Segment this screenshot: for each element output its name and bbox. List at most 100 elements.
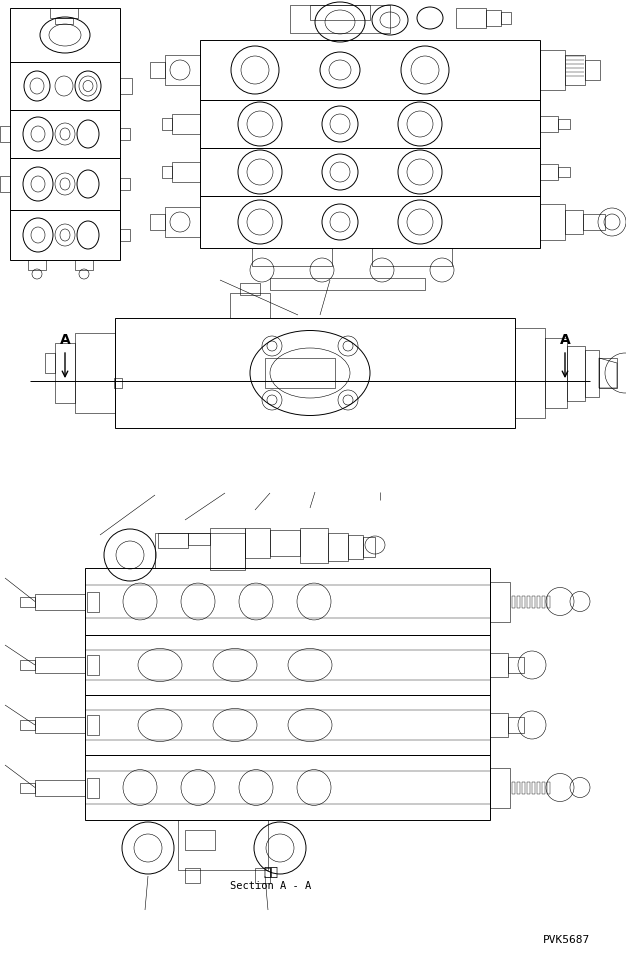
Bar xyxy=(45,353,55,373)
Bar xyxy=(75,260,93,270)
Bar xyxy=(508,717,524,733)
Bar xyxy=(501,12,511,24)
Bar xyxy=(85,755,490,820)
Bar xyxy=(10,210,120,260)
Bar xyxy=(490,653,508,677)
Bar xyxy=(200,40,540,100)
Bar xyxy=(558,167,570,177)
Bar xyxy=(517,595,520,608)
Bar xyxy=(512,595,515,608)
Bar xyxy=(200,100,540,148)
Bar xyxy=(115,318,515,428)
Bar xyxy=(265,358,335,388)
Bar xyxy=(210,528,245,570)
Bar xyxy=(527,782,530,793)
Bar xyxy=(87,777,99,797)
Bar xyxy=(150,214,165,230)
Bar xyxy=(185,868,200,883)
Bar xyxy=(585,60,600,80)
Bar xyxy=(185,830,215,850)
Bar xyxy=(35,780,85,795)
Bar xyxy=(158,533,188,548)
Bar xyxy=(545,338,567,408)
Bar xyxy=(565,210,583,234)
Bar xyxy=(517,782,520,793)
Bar xyxy=(348,535,363,559)
Bar xyxy=(10,158,120,210)
Bar xyxy=(542,782,545,793)
Bar xyxy=(0,126,10,142)
Bar xyxy=(75,333,115,413)
Bar xyxy=(35,593,85,610)
Bar xyxy=(155,533,245,568)
Bar xyxy=(28,260,46,270)
Bar xyxy=(35,657,85,673)
Bar xyxy=(188,533,210,545)
Bar xyxy=(87,655,99,675)
Bar xyxy=(522,595,525,608)
Bar xyxy=(567,346,585,401)
Bar xyxy=(252,248,332,266)
Text: PVK5687: PVK5687 xyxy=(543,935,590,945)
Bar xyxy=(537,595,540,608)
Bar xyxy=(512,782,515,793)
Bar xyxy=(490,582,510,621)
Bar xyxy=(50,8,78,18)
Bar xyxy=(55,18,73,24)
Bar xyxy=(508,657,524,673)
Bar xyxy=(85,695,490,755)
Bar xyxy=(20,783,35,792)
Bar xyxy=(490,768,510,808)
Bar xyxy=(172,162,200,182)
Bar xyxy=(10,62,120,110)
Bar xyxy=(200,196,540,248)
Text: Section A - A: Section A - A xyxy=(230,881,312,891)
Bar xyxy=(558,119,570,129)
Bar xyxy=(540,116,558,132)
Bar xyxy=(55,343,75,403)
Bar xyxy=(120,128,130,140)
Bar xyxy=(372,248,452,266)
Bar xyxy=(270,278,425,290)
Bar xyxy=(20,720,35,730)
Bar xyxy=(87,715,99,735)
Bar xyxy=(540,50,565,90)
Bar xyxy=(583,214,605,230)
Bar xyxy=(120,78,132,94)
Bar xyxy=(456,8,486,28)
Bar xyxy=(20,660,35,670)
Bar xyxy=(490,713,508,737)
Bar xyxy=(10,8,120,62)
Bar xyxy=(120,229,130,241)
Bar xyxy=(328,533,348,561)
Text: 断面: 断面 xyxy=(264,866,279,879)
Bar xyxy=(150,62,165,78)
Bar xyxy=(0,176,10,192)
Bar xyxy=(270,530,300,556)
Bar xyxy=(547,595,550,608)
Bar xyxy=(310,5,370,20)
Bar xyxy=(540,204,565,240)
Bar xyxy=(585,350,599,397)
Bar xyxy=(165,207,200,237)
Bar xyxy=(290,5,390,33)
Bar xyxy=(20,596,35,607)
Bar xyxy=(522,782,525,793)
Bar xyxy=(532,782,535,793)
Bar xyxy=(114,378,122,388)
Bar xyxy=(245,528,270,558)
Bar xyxy=(165,55,200,85)
Bar xyxy=(35,717,85,733)
Bar xyxy=(85,568,490,635)
Bar xyxy=(255,868,270,883)
Bar xyxy=(120,178,130,190)
Text: A: A xyxy=(560,333,570,347)
Bar xyxy=(162,166,172,178)
Bar xyxy=(172,114,200,134)
Bar xyxy=(540,164,558,180)
Bar xyxy=(87,591,99,612)
Bar xyxy=(162,118,172,130)
Bar xyxy=(300,528,328,563)
Bar xyxy=(363,537,375,557)
Bar xyxy=(230,293,270,318)
